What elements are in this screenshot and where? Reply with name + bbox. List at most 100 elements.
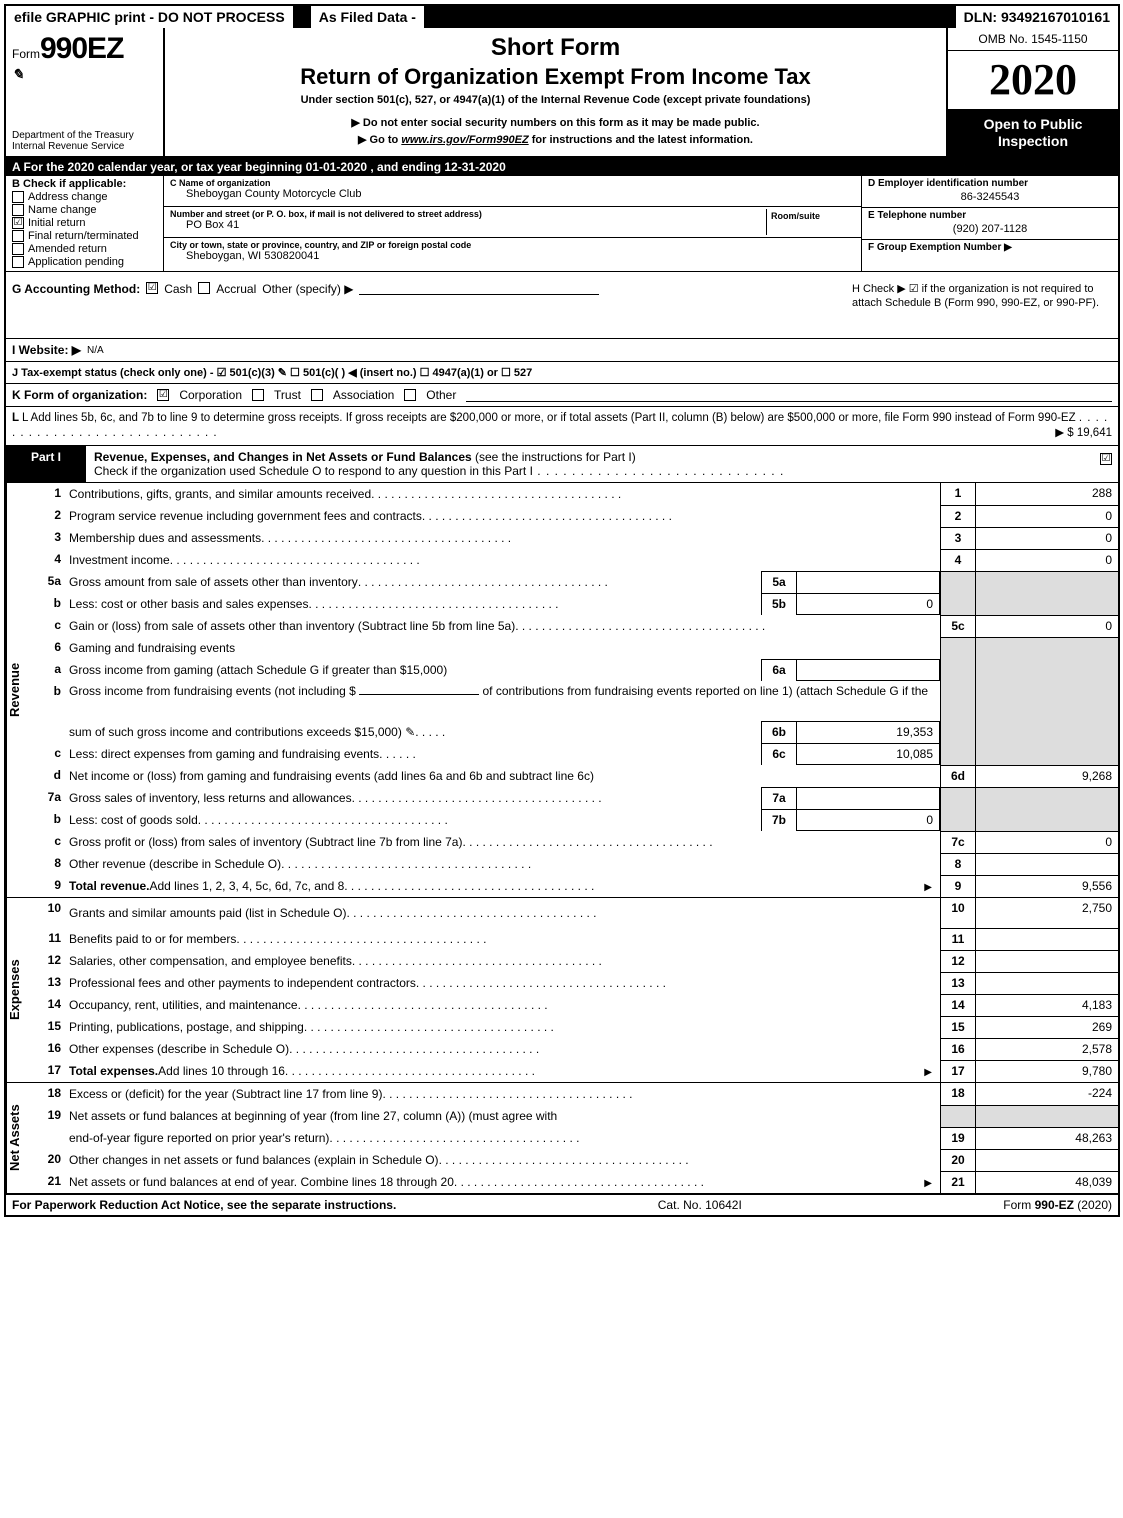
line-val: 2,578 xyxy=(975,1038,1118,1060)
line-box: 4 xyxy=(940,549,975,571)
dots xyxy=(352,954,936,968)
checkbox-icon xyxy=(12,230,24,242)
form-title: Return of Organization Exempt From Incom… xyxy=(175,64,936,90)
city-label: City or town, state or province, country… xyxy=(170,240,855,250)
line-val: 0 xyxy=(975,615,1118,637)
line-desc: Contributions, gifts, grants, and simila… xyxy=(69,487,371,501)
line-num: 19 xyxy=(29,1105,65,1127)
line-box: 9 xyxy=(940,875,975,897)
line-val: 2,750 xyxy=(975,898,1118,928)
line-desc: Less: cost of goods sold xyxy=(69,813,198,827)
asfiled-text: As Filed Data - xyxy=(311,6,424,28)
checkbox-cash[interactable]: ☑ xyxy=(146,282,158,294)
line-desc: Less: direct expenses from gaming and fu… xyxy=(69,747,379,761)
line-7b: b Less: cost of goods sold 7b 0 xyxy=(29,809,1118,831)
line-5b: b Less: cost or other basis and sales ex… xyxy=(29,593,1118,615)
line-val xyxy=(975,972,1118,994)
subtitle-2: ▶ Do not enter social security numbers o… xyxy=(175,116,936,129)
checkbox-accrual[interactable] xyxy=(198,282,210,294)
corp-label: Corporation xyxy=(179,388,242,402)
header-left: Form990EZ ✎ Department of the Treasury I… xyxy=(6,28,165,156)
row-l: L L Add lines 5b, 6c, and 7b to line 9 t… xyxy=(6,407,1118,446)
check-amended[interactable]: Amended return xyxy=(12,243,157,255)
grey-box xyxy=(940,571,975,593)
line-13: 13 Professional fees and other payments … xyxy=(29,972,1118,994)
line-val xyxy=(975,950,1118,972)
group-exemption-label: F Group Exemption Number ▶ xyxy=(868,242,1112,253)
check-application-pending[interactable]: Application pending xyxy=(12,256,157,268)
line-desc-2: of contributions from fundraising events… xyxy=(483,684,929,698)
mid-val: 0 xyxy=(797,809,940,831)
grey-val xyxy=(975,743,1118,765)
address-value: PO Box 41 xyxy=(170,219,766,231)
revenue-tab: Revenue xyxy=(6,483,29,897)
g-label: G Accounting Method: xyxy=(12,282,140,296)
line-num: 14 xyxy=(29,994,65,1016)
line-val: 0 xyxy=(975,831,1118,853)
line-6c: c Less: direct expenses from gaming and … xyxy=(29,743,1118,765)
part-checkbox-end[interactable]: ☑ xyxy=(1094,446,1118,482)
ein-label: D Employer identification number xyxy=(868,178,1112,189)
page-footer: For Paperwork Reduction Act Notice, see … xyxy=(6,1193,1118,1215)
arrow-icon xyxy=(920,1175,936,1189)
line-num: a xyxy=(29,659,65,681)
line-desc: Gain or (loss) from sale of assets other… xyxy=(69,619,515,633)
line-box: 3 xyxy=(940,527,975,549)
line-val: 9,556 xyxy=(975,875,1118,897)
dots xyxy=(198,813,757,827)
netassets-body: 18 Excess or (deficit) for the year (Sub… xyxy=(29,1083,1118,1193)
header-middle: Short Form Return of Organization Exempt… xyxy=(165,28,946,156)
check-name-change[interactable]: Name change xyxy=(12,204,157,216)
check-address-change[interactable]: Address change xyxy=(12,191,157,203)
line-desc-3: sum of such gross income and contributio… xyxy=(69,725,415,739)
row-i: I Website: ▶ N/A xyxy=(6,338,1118,362)
checkbox-other[interactable] xyxy=(404,389,416,401)
checkbox-icon xyxy=(12,191,24,203)
line-desc: Net income or (loss) from gaming and fun… xyxy=(69,769,594,783)
checkbox-trust[interactable] xyxy=(252,389,264,401)
line-num: 7a xyxy=(29,787,65,809)
line-num: 6 xyxy=(29,637,65,659)
line-desc: Other revenue (describe in Schedule O) xyxy=(69,857,281,871)
line-19b: end-of-year figure reported on prior yea… xyxy=(29,1127,1118,1149)
check-final-return[interactable]: Final return/terminated xyxy=(12,230,157,242)
line-num: 21 xyxy=(29,1171,65,1193)
check-initial-return[interactable]: ☑Initial return xyxy=(12,217,157,229)
omb-number: OMB No. 1545-1150 xyxy=(948,28,1118,51)
checkbox-assoc[interactable] xyxy=(311,389,323,401)
netassets-section: Net Assets 18 Excess or (deficit) for th… xyxy=(6,1083,1118,1193)
line-desc: Professional fees and other payments to … xyxy=(69,976,416,990)
line-7a: 7a Gross sales of inventory, less return… xyxy=(29,787,1118,809)
grey-val xyxy=(975,659,1118,681)
line-desc: Gaming and fundraising events xyxy=(69,641,235,655)
line-desc-2: Add lines 1, 2, 3, 4, 5c, 6d, 7c, and 8 xyxy=(149,879,344,893)
dots xyxy=(304,1020,936,1034)
part-title-cell: Revenue, Expenses, and Changes in Net As… xyxy=(86,446,1094,482)
line-desc: Program service revenue including govern… xyxy=(69,509,422,523)
line-val xyxy=(975,1149,1118,1171)
line-num: c xyxy=(29,743,65,765)
other-specify-line[interactable] xyxy=(359,282,599,295)
sub3-link[interactable]: www.irs.gov/Form990EZ xyxy=(401,134,528,146)
line-box: 15 xyxy=(940,1016,975,1038)
netassets-tab: Net Assets xyxy=(6,1083,29,1193)
ck-label: Name change xyxy=(28,204,97,216)
revenue-section: Revenue 1 Contributions, gifts, grants, … xyxy=(6,483,1118,898)
line-val: -224 xyxy=(975,1083,1118,1105)
checkbox-corp[interactable]: ☑ xyxy=(157,389,169,401)
line-desc: Other expenses (describe in Schedule O) xyxy=(69,1042,289,1056)
dots xyxy=(352,791,757,805)
blank-amount[interactable] xyxy=(359,694,479,695)
line-box: 11 xyxy=(940,928,975,950)
checkbox-icon xyxy=(12,243,24,255)
dots xyxy=(344,879,920,893)
line-desc: Other changes in net assets or fund bala… xyxy=(69,1153,439,1167)
line-desc: Salaries, other compensation, and employ… xyxy=(69,954,352,968)
grey-box xyxy=(940,787,975,809)
sub3-post: for instructions and the latest informat… xyxy=(529,134,753,146)
line-num: 11 xyxy=(29,928,65,950)
k-other-line[interactable] xyxy=(466,389,1112,402)
line-num: 13 xyxy=(29,972,65,994)
open-public: Open to Public Inspection xyxy=(948,110,1118,156)
website-value: N/A xyxy=(87,345,104,356)
